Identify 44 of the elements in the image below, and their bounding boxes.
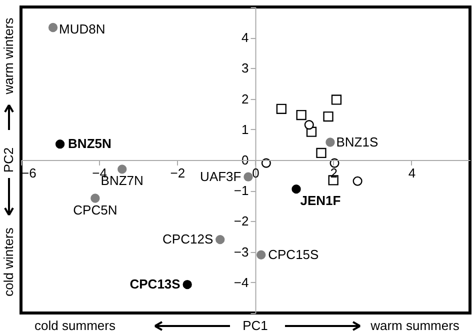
x-tick-label: −6	[22, 166, 36, 180]
text: warm winters	[1, 17, 16, 96]
point	[326, 138, 335, 147]
x-axis-title: PC1	[242, 318, 268, 332]
point	[256, 250, 266, 260]
point	[323, 111, 334, 122]
point	[316, 148, 326, 158]
y-tick-label: 2	[242, 91, 249, 106]
point	[216, 234, 225, 244]
annotation: UAF3F	[200, 168, 242, 184]
text: warm summers	[370, 318, 460, 332]
annotation: CPC13S	[130, 276, 181, 292]
point	[276, 104, 286, 114]
annotation: JEN1F	[300, 193, 341, 208]
y-tick-label: −2	[234, 214, 249, 229]
annotation: CPC15S	[268, 246, 320, 262]
point	[296, 110, 306, 120]
point	[304, 120, 314, 130]
annotation: BNZ5N	[68, 136, 112, 152]
x-tick-label: −2	[170, 166, 186, 180]
y-tick-label: 3	[242, 60, 249, 76]
point	[331, 94, 342, 105]
point	[292, 184, 301, 194]
annotation: MUD8N	[59, 22, 106, 36]
point	[182, 280, 192, 290]
y-tick-label: 4	[242, 30, 249, 46]
annotation: CPC12S	[162, 232, 214, 247]
y-tick-label: 1	[242, 122, 249, 137]
text: cold summers	[34, 318, 116, 332]
point	[118, 164, 127, 174]
y-tick-label: −3	[234, 244, 249, 260]
point	[55, 140, 65, 149]
point	[90, 194, 100, 203]
point	[352, 176, 362, 186]
point	[48, 22, 58, 32]
y-axis-title: PC2	[1, 147, 16, 173]
point	[244, 172, 253, 182]
y-tick-label: −4	[234, 274, 249, 290]
y-tick-label: −1	[234, 183, 249, 198]
text: cold winters	[1, 227, 16, 296]
annotation: CPC5N	[73, 202, 118, 218]
annotation: BNZ1S	[336, 134, 378, 150]
x-tick-label: 0	[252, 166, 260, 180]
x-tick-label: 4	[408, 166, 416, 180]
